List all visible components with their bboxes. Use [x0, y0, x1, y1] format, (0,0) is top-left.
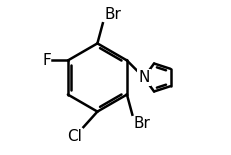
- Text: N: N: [138, 70, 149, 85]
- Text: Br: Br: [104, 7, 121, 22]
- Text: Cl: Cl: [67, 129, 82, 144]
- Text: Br: Br: [133, 116, 150, 131]
- Text: F: F: [42, 53, 51, 68]
